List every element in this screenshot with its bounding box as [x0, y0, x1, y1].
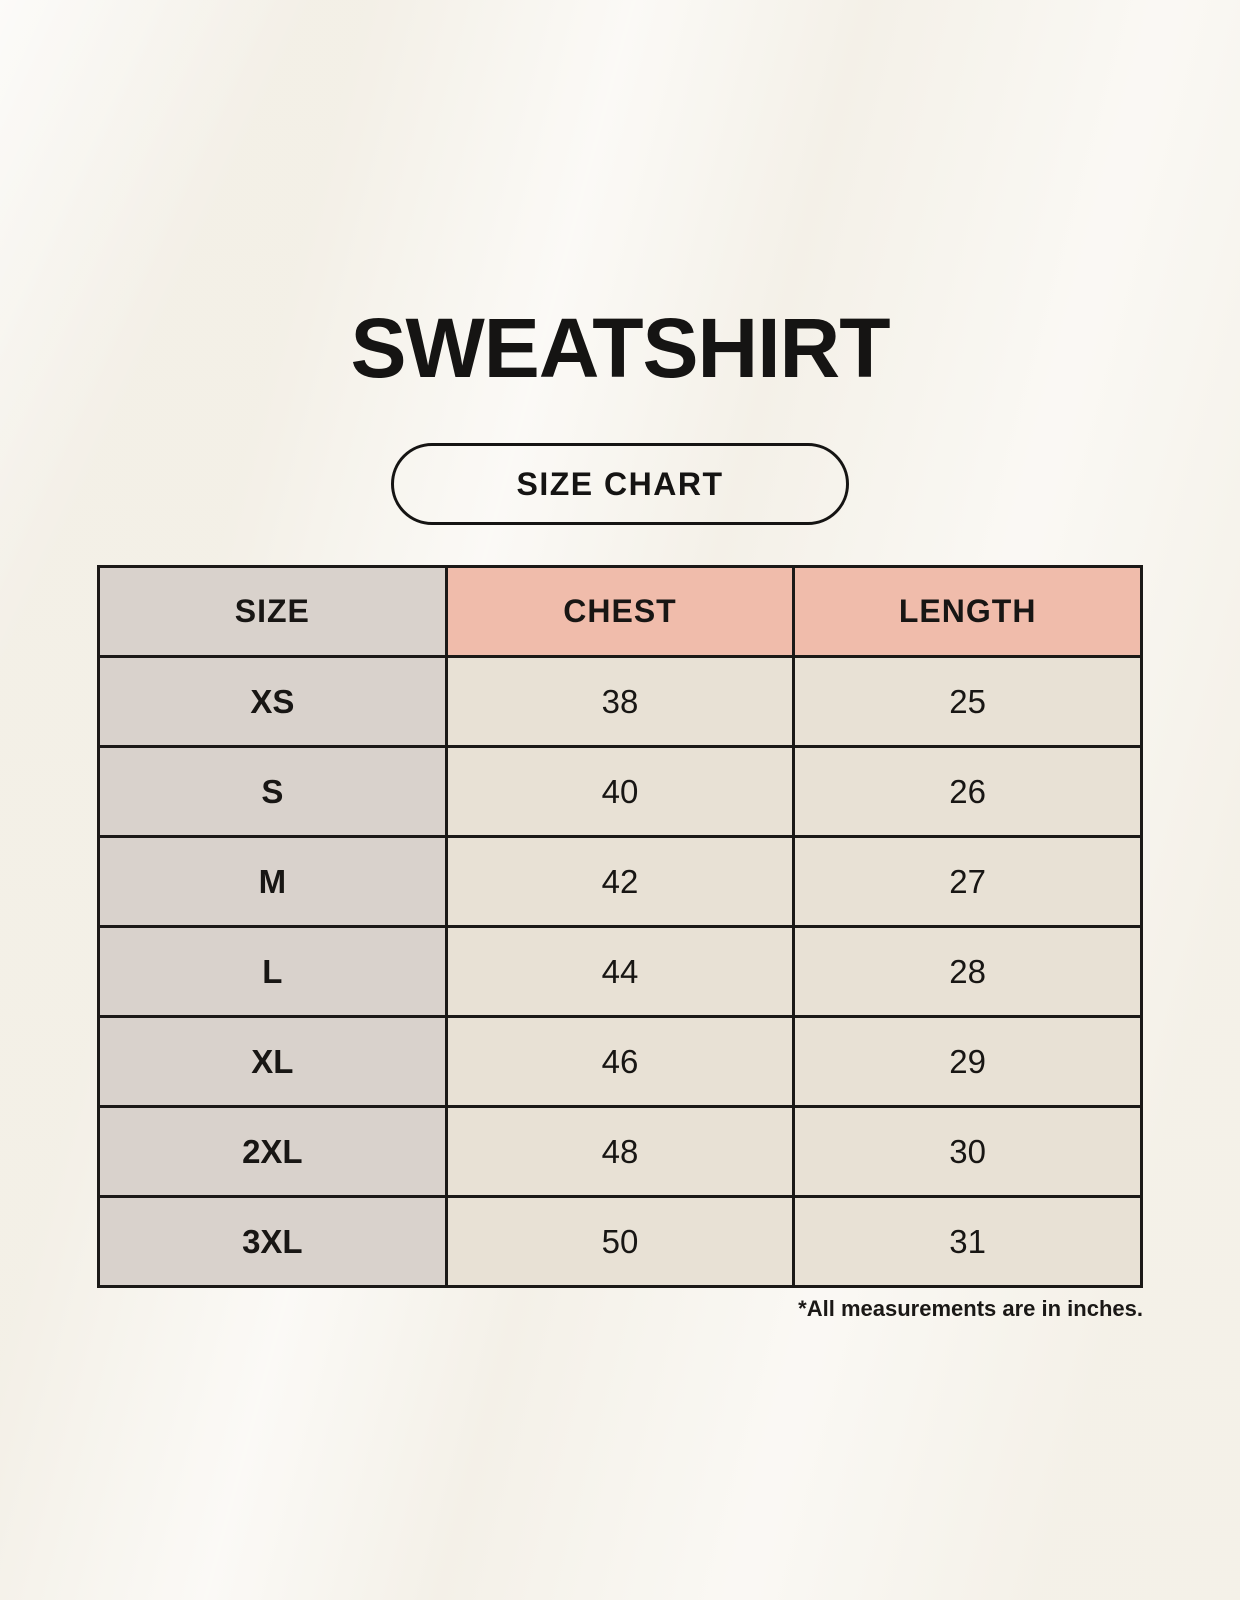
table-row: L 44 28	[97, 925, 1143, 1018]
size-label-cell: XS	[97, 655, 448, 748]
size-label-cell: XL	[97, 1015, 448, 1108]
size-chart-table-body: XS 38 25 S 40 26 M 42 27 L 44 28 XL 46 29 2XL 48 30 3XL 50 3…	[97, 655, 1143, 1288]
length-value-cell: 28	[792, 925, 1143, 1018]
size-label-cell: 2XL	[97, 1105, 448, 1198]
length-value-cell: 29	[792, 1015, 1143, 1108]
size-label-cell: L	[97, 925, 448, 1018]
chest-value-cell: 48	[444, 1105, 796, 1198]
table-row: 3XL 50 31	[97, 1195, 1143, 1288]
size-chart-table: SIZE CHEST LENGTH XS 38 25 S 40 26 M 42 27 L 44 28 X…	[97, 565, 1143, 1288]
size-chart-button[interactable]: SIZE CHART	[391, 443, 849, 525]
table-row: M 42 27	[97, 835, 1143, 928]
chest-value-cell: 38	[444, 655, 796, 748]
chest-value-cell: 40	[444, 745, 796, 838]
column-header-length: LENGTH	[792, 565, 1143, 658]
length-value-cell: 27	[792, 835, 1143, 928]
column-header-size: SIZE	[97, 565, 448, 658]
table-row: S 40 26	[97, 745, 1143, 838]
chest-value-cell: 42	[444, 835, 796, 928]
column-header-chest: CHEST	[444, 565, 796, 658]
content-area: SWEATSHIRT SIZE CHART SIZE CHEST LENGTH …	[97, 0, 1143, 1322]
table-header-row: SIZE CHEST LENGTH	[97, 565, 1143, 658]
length-value-cell: 26	[792, 745, 1143, 838]
chest-value-cell: 50	[444, 1195, 796, 1288]
size-label-cell: S	[97, 745, 448, 838]
size-label-cell: M	[97, 835, 448, 928]
measurements-footnote: *All measurements are in inches.	[798, 1296, 1143, 1321]
table-row: XS 38 25	[97, 655, 1143, 748]
size-chart-button-label: SIZE CHART	[516, 465, 724, 502]
length-value-cell: 25	[792, 655, 1143, 748]
length-value-cell: 30	[792, 1105, 1143, 1198]
chest-value-cell: 46	[444, 1015, 796, 1108]
size-label-cell: 3XL	[97, 1195, 448, 1288]
chest-value-cell: 44	[444, 925, 796, 1018]
length-value-cell: 31	[792, 1195, 1143, 1288]
page-title: SWEATSHIRT	[350, 301, 890, 395]
table-row: XL 46 29	[97, 1015, 1143, 1108]
table-row: 2XL 48 30	[97, 1105, 1143, 1198]
